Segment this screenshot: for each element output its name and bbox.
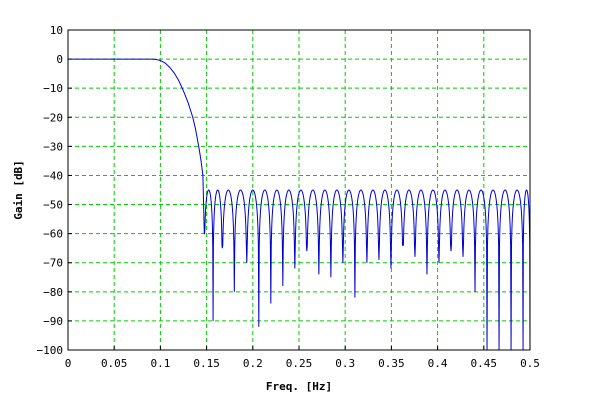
y-tick-label: −80 [43,286,63,299]
y-axis-label: Gain [dB] [12,160,25,220]
y-tick-label: −60 [43,228,63,241]
x-tick-label: 0.05 [101,357,128,370]
x-tick-label: 0 [65,357,72,370]
x-axis-label: Freq. [Hz] [266,380,332,393]
y-tick-label: −30 [43,140,63,153]
x-tick-label: 0.45 [471,357,498,370]
y-tick-label: −70 [43,257,63,270]
y-tick-label: −100 [37,344,64,357]
y-tick-label: −90 [43,315,63,328]
y-tick-label: −40 [43,169,63,182]
x-tick-label: 0.35 [378,357,405,370]
y-tick-label: −10 [43,82,63,95]
gain-response-line [68,58,531,351]
x-tick-label: 0.3 [335,357,355,370]
x-tick-label: 0.5 [520,357,540,370]
x-tick-label: 0.4 [428,357,448,370]
plot-frame [67,29,531,351]
x-tick-label: 0.15 [193,357,220,370]
y-tick-label: −50 [43,199,63,212]
grid [68,30,530,350]
x-tick-label: 0.25 [286,357,313,370]
x-tick-label: 0.2 [243,357,263,370]
x-tick-labels: 0 0.05 0.1 0.15 0.2 0.25 0.3 0.35 0.4 0.45 0.5 [65,346,540,370]
y-tick-label: 10 [50,24,63,37]
y-tick-labels: 10 0 −10 −20 −30 −40 −50 −60 −70 −80 −90 −100 [37,24,72,357]
y-tick-label: −20 [43,111,63,124]
x-tick-label: 0.1 [150,357,170,370]
y-tick-label: 0 [56,53,63,66]
